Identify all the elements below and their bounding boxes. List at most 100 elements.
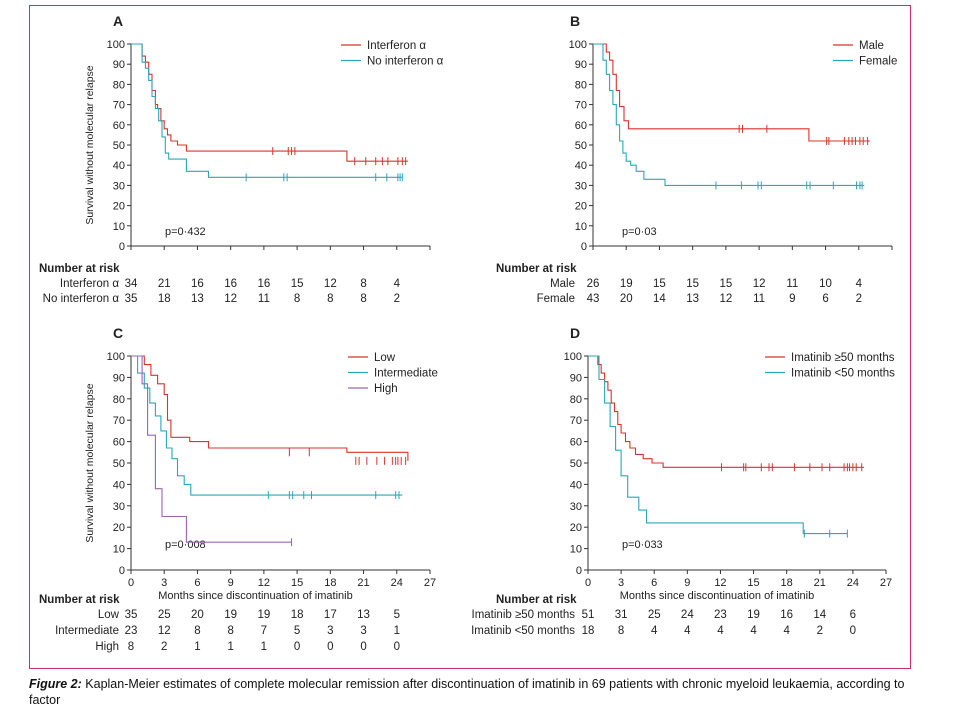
legend-label: Imatinib <50 months <box>791 368 895 380</box>
risk-row-label: Imatinib <50 months <box>471 625 575 637</box>
risk-count: 25 <box>648 609 661 621</box>
y-tick-label: 80 <box>113 394 125 406</box>
risk-count: 8 <box>194 625 200 637</box>
legend-label: Interferon α <box>367 40 426 52</box>
y-tick-label: 100 <box>107 351 125 363</box>
y-tick-label: 20 <box>113 201 125 213</box>
risk-count: 11 <box>258 293 270 305</box>
risk-count: 23 <box>714 609 727 621</box>
km-curve-red <box>131 355 409 461</box>
risk-count: 8 <box>618 625 624 637</box>
panel-letter: A <box>113 13 123 29</box>
km-curve-purple <box>131 355 292 543</box>
y-tick-label: 20 <box>575 201 587 213</box>
risk-table-title: Number at risk <box>496 263 577 275</box>
risk-count: 0 <box>327 641 333 653</box>
y-tick-label: 80 <box>570 394 582 406</box>
risk-count: 16 <box>257 278 270 290</box>
p-value-label: p=0·008 <box>165 539 206 551</box>
y-tick-label: 20 <box>113 522 125 534</box>
risk-count: 4 <box>717 625 724 637</box>
risk-count: 8 <box>360 293 366 305</box>
risk-table-title: Number at risk <box>496 594 577 606</box>
risk-count: 12 <box>324 278 337 290</box>
risk-count: 0 <box>360 641 366 653</box>
x-tick-label: 21 <box>357 577 369 589</box>
risk-count: 3 <box>327 625 333 637</box>
panel-letter: B <box>570 13 580 29</box>
risk-count: 34 <box>125 278 138 290</box>
panel-b: B 0 10 20 30 40 50 60 70 80 90 100 p=0·03 Male Female N… <box>496 13 897 305</box>
risk-count: 16 <box>224 278 237 290</box>
x-tick-label: 6 <box>194 577 200 589</box>
figure-caption: Figure 2: Kaplan-Meier estimates of comp… <box>29 676 909 708</box>
risk-table-title: Number at risk <box>39 263 120 275</box>
x-tick-label: 24 <box>391 577 403 589</box>
risk-count: 12 <box>224 293 237 305</box>
risk-count: 19 <box>620 278 633 290</box>
y-tick-label: 60 <box>113 120 125 132</box>
risk-count: 4 <box>651 625 658 637</box>
risk-row-label: Interferon α <box>60 278 119 290</box>
y-tick-label: 20 <box>570 522 582 534</box>
risk-count: 35 <box>125 609 138 621</box>
y-tick-label: 50 <box>570 458 582 470</box>
x-tick-label: 18 <box>781 577 793 589</box>
risk-count: 4 <box>783 625 790 637</box>
risk-count: 26 <box>587 278 600 290</box>
risk-count: 0 <box>850 625 856 637</box>
risk-count: 15 <box>686 278 699 290</box>
legend-label: High <box>374 383 398 395</box>
x-tick-label: 21 <box>814 577 826 589</box>
km-curve-red <box>131 43 408 162</box>
p-value-label: p=0·033 <box>622 539 663 551</box>
x-tick-label: 27 <box>424 577 436 589</box>
km-curve-red <box>593 43 870 142</box>
risk-count: 2 <box>856 293 862 305</box>
y-tick-label: 10 <box>113 544 125 556</box>
x-tick-label: 6 <box>651 577 657 589</box>
p-value-label: p=0·432 <box>165 226 206 238</box>
risk-row-label: Imatinib ≥50 months <box>472 609 576 621</box>
risk-count: 9 <box>789 293 795 305</box>
risk-count: 11 <box>753 293 765 305</box>
risk-count: 14 <box>653 293 666 305</box>
y-tick-label: 90 <box>113 59 125 71</box>
x-tick-label: 9 <box>684 577 690 589</box>
risk-count: 19 <box>257 609 270 621</box>
x-tick-label: 9 <box>228 577 234 589</box>
x-tick-label: 3 <box>618 577 624 589</box>
risk-table-title: Number at risk <box>39 594 120 606</box>
risk-count: 18 <box>291 609 304 621</box>
y-tick-label: 80 <box>113 79 125 91</box>
risk-count: 8 <box>327 293 333 305</box>
risk-count: 51 <box>582 609 595 621</box>
risk-count: 15 <box>653 278 666 290</box>
risk-count: 3 <box>360 625 366 637</box>
risk-count: 11 <box>786 278 798 290</box>
risk-count: 24 <box>681 609 694 621</box>
risk-row-label: Female <box>537 293 575 305</box>
x-tick-label: 0 <box>585 577 591 589</box>
caption-label: Figure 2: <box>29 677 82 691</box>
risk-count: 17 <box>324 609 337 621</box>
risk-count: 4 <box>750 625 757 637</box>
y-tick-label: 70 <box>113 100 125 112</box>
panel-a: A 0 10 20 30 40 50 60 70 80 90 100 Survival without … <box>39 13 444 305</box>
x-tick-label: 15 <box>291 577 303 589</box>
y-tick-label: 90 <box>570 372 582 384</box>
risk-count: 2 <box>817 625 823 637</box>
y-tick-label: 50 <box>113 458 125 470</box>
legend-label: Female <box>859 56 897 68</box>
risk-count: 19 <box>224 609 237 621</box>
risk-count: 12 <box>719 293 732 305</box>
y-tick-label: 70 <box>575 100 587 112</box>
y-axis-label: Survival without molecular relapse <box>84 65 96 224</box>
risk-count: 1 <box>261 641 267 653</box>
y-tick-label: 60 <box>113 437 125 449</box>
x-tick-label: 3 <box>161 577 167 589</box>
panel-letter: C <box>113 325 123 341</box>
risk-count: 23 <box>125 625 138 637</box>
risk-count: 16 <box>780 609 793 621</box>
